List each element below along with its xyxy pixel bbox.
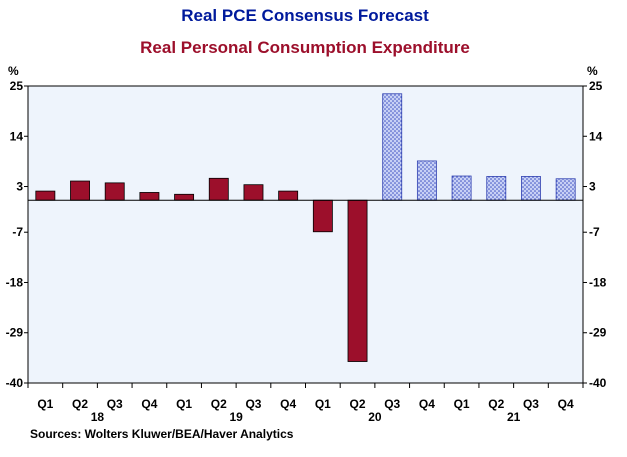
y-tick-label-left: -7 (12, 225, 23, 239)
y-tick-label-right: -40 (589, 376, 607, 390)
x-tick-label: Q2 (350, 397, 366, 411)
chart-title: Real PCE Consensus Forecast (181, 6, 429, 25)
y-tick-label-right: 14 (589, 129, 603, 143)
year-label: 21 (507, 410, 521, 424)
x-tick-label: Q1 (454, 397, 470, 411)
x-tick-label: Q4 (419, 397, 435, 411)
y-tick-label-left: 3 (16, 180, 23, 194)
y-tick-label-left: -18 (6, 275, 24, 289)
x-tick-label: Q2 (488, 397, 504, 411)
y-tick-label-left: 14 (10, 129, 24, 143)
plot-area (27, 85, 584, 384)
y-tick-label-left: -40 (6, 376, 24, 390)
forecast-bar (382, 93, 403, 201)
x-tick-label: Q4 (558, 397, 574, 411)
x-tick-label: Q4 (141, 397, 157, 411)
y-tick-label-right: -29 (589, 326, 607, 340)
y-unit-right: % (587, 64, 598, 78)
x-tick-label: Q1 (176, 397, 192, 411)
y-tick-label-right: -7 (589, 225, 600, 239)
forecast-bar (416, 160, 437, 201)
forecast-bar (521, 176, 541, 201)
actual-bar (70, 180, 90, 201)
actual-bar (347, 199, 368, 362)
actual-bar (35, 190, 56, 201)
year-label: 19 (229, 410, 243, 424)
source-note: Sources: Wolters Kluwer/BEA/Haver Analyt… (30, 427, 294, 441)
actual-bar (243, 184, 264, 201)
x-tick-label: Q2 (72, 397, 88, 411)
x-tick-label: Q1 (37, 397, 53, 411)
actual-bar (208, 177, 229, 201)
y-tick-label-right: 3 (589, 180, 596, 194)
year-label: 18 (91, 410, 105, 424)
y-unit-left: % (8, 64, 19, 78)
actual-bar (139, 192, 160, 201)
y-tick-label-left: 25 (10, 79, 24, 93)
x-tick-label: Q3 (384, 397, 400, 411)
x-tick-label: Q4 (280, 397, 296, 411)
x-tick-label: Q1 (315, 397, 331, 411)
x-tick-label: Q3 (523, 397, 539, 411)
actual-bar (104, 182, 125, 201)
y-tick-label-right: -18 (589, 275, 607, 289)
actual-bar (278, 190, 299, 201)
chart-subtitle: Real Personal Consumption Expenditure (140, 38, 470, 57)
x-tick-label: Q3 (107, 397, 123, 411)
x-tick-label: Q2 (211, 397, 227, 411)
y-tick-label-right: 25 (589, 79, 603, 93)
year-label: 20 (368, 410, 382, 424)
forecast-bar (451, 175, 472, 201)
actual-bar (174, 193, 195, 201)
forecast-bar (555, 178, 576, 201)
forecast-bar (486, 176, 507, 201)
actual-bar (312, 199, 333, 233)
y-tick-label-left: -29 (6, 326, 24, 340)
x-tick-label: Q3 (245, 397, 261, 411)
